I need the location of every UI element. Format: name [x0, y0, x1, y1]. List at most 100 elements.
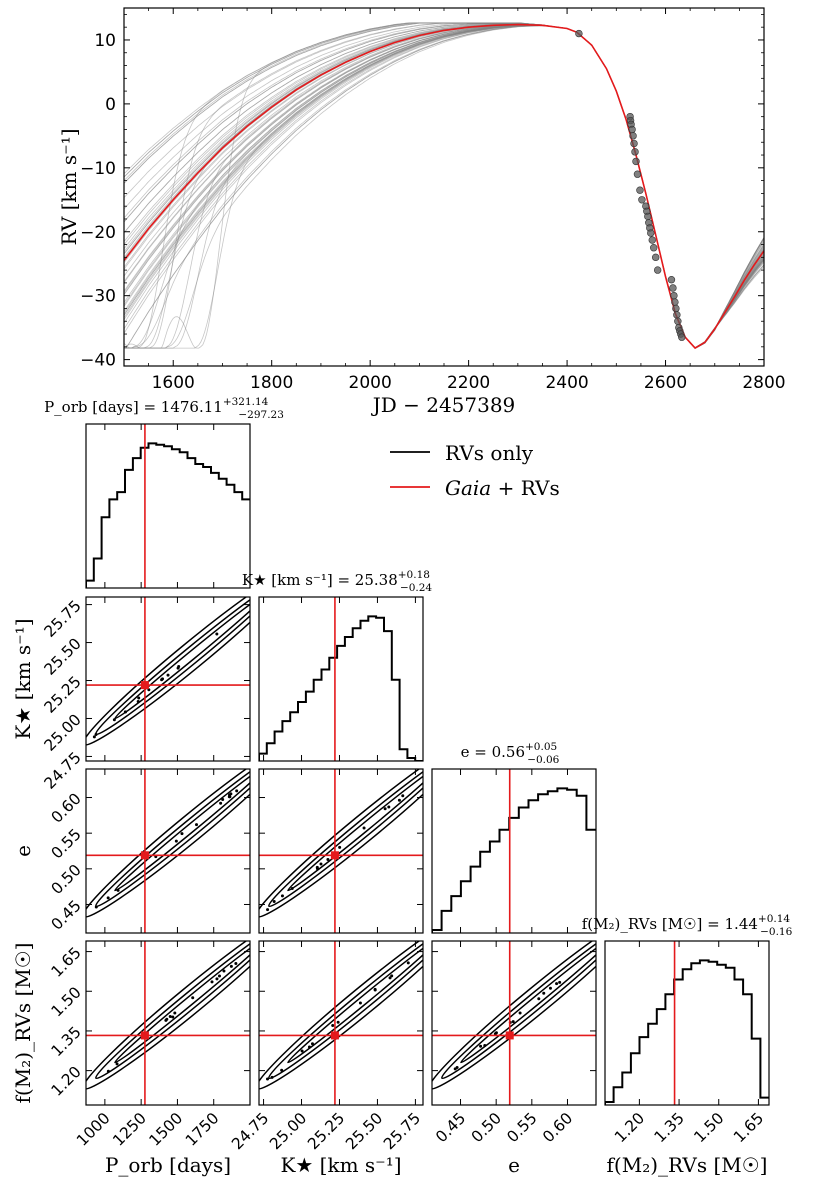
posterior-sample-dot — [266, 908, 270, 912]
posterior-sample-dot — [177, 665, 181, 669]
title-plus: +0.14 — [758, 913, 790, 925]
y-tick-label: 0.45 — [48, 897, 85, 934]
posterior-sample-dot — [112, 718, 116, 722]
rv-data-point — [630, 139, 638, 148]
corner-panel-K_star-vs-K_star: K★ [km s⁻¹] = 25.38+0.18 −0.24 — [242, 569, 433, 762]
rv-x-tick-label: 2600 — [644, 373, 687, 393]
x-tick-label: 24.75 — [228, 1109, 272, 1153]
corner-panel-e-vs-e: e = 0.56+0.05 −0.06 — [431, 741, 597, 934]
rv-y-tick-label: 0 — [105, 95, 116, 115]
posterior-sample-dot — [191, 996, 195, 1000]
posterior-contour — [441, 941, 596, 1080]
rv-data-point — [672, 304, 680, 313]
y-tick-label: 1.65 — [48, 944, 85, 981]
posterior-sample-dot — [362, 826, 366, 830]
x-tick-label: 1.35 — [651, 1109, 688, 1146]
posterior-sample-dot — [171, 1015, 175, 1019]
posterior-sample-dot — [331, 1023, 335, 1027]
x-tick-label: 25.75 — [380, 1109, 424, 1153]
gaia-value-marker — [140, 851, 149, 860]
corner-y-axis-label-K_star: K★ [km s⁻¹] — [11, 618, 35, 739]
rv-data-point — [636, 186, 644, 194]
posterior-sample-dot — [106, 1069, 110, 1073]
rv-y-tick-label: −30 — [80, 287, 116, 307]
posterior-sample-dot — [217, 974, 221, 978]
corner-plot: P_orb [days] = 1476.11+321.14 −297.23 24.7… — [11, 396, 793, 1177]
corner-panel-frame — [85, 423, 251, 589]
posterior-sample-dot — [336, 1020, 340, 1024]
histogram-title-f(M2)_RVs: f(M₂)_RVs [M☉] = 1.44+0.14 −0.16 — [582, 913, 793, 938]
gaia-value-marker — [140, 681, 149, 690]
y-tick-label: 25.00 — [41, 711, 85, 755]
posterior-contour — [86, 941, 250, 1090]
gaia-value-marker — [140, 1031, 149, 1040]
title-plus: +0.05 — [525, 741, 557, 753]
histogram-f(M2)_RVs — [605, 959, 769, 1105]
rv-data-point — [648, 236, 656, 244]
posterior-sample-dot — [173, 1011, 177, 1015]
corner-panel-content — [86, 769, 250, 933]
rv-x-tick-label: 2800 — [742, 373, 785, 393]
posterior-sample-dot — [401, 794, 405, 798]
x-tick-label: 0.45 — [432, 1109, 469, 1146]
histogram-title-K_star: K★ [km s⁻¹] = 25.38+0.18 −0.24 — [242, 569, 433, 594]
y-tick-label: 25.25 — [41, 673, 85, 717]
posterior-sample-dot — [137, 696, 141, 700]
corner-panel-content — [259, 769, 423, 933]
corner-panel-content — [86, 597, 250, 761]
corner-x-axis-label-f(M2)_RVs: f(M₂)_RVs [M☉] — [607, 1153, 768, 1177]
rv-data-point — [678, 333, 686, 341]
rv-data-point — [644, 212, 652, 221]
rv-data-point — [628, 125, 636, 134]
rv-y-tick-label: −10 — [80, 159, 116, 179]
posterior-sample-dot — [219, 801, 223, 805]
posterior-sample-dot — [280, 894, 284, 898]
title-plus: +0.18 — [398, 569, 430, 581]
posterior-sample-dot — [235, 789, 239, 793]
posterior-sample-dot — [542, 991, 546, 995]
title-label: f(M₂)_RVs [M☉] = 1.44 — [582, 915, 758, 933]
rv-data-point — [633, 170, 642, 178]
posterior-contour — [268, 941, 423, 1080]
y-tick-label: 24.75 — [41, 749, 85, 793]
posterior-sample-dot — [161, 677, 165, 681]
posterior-sample-dot — [123, 710, 127, 714]
gaia-value-marker — [505, 1031, 514, 1040]
posterior-contour — [287, 769, 423, 892]
corner-panel-content — [432, 941, 596, 1105]
posterior-sample-dot — [307, 1045, 311, 1049]
rv-y-tick-label: −40 — [80, 351, 116, 371]
posterior-sample-dot — [270, 1075, 274, 1079]
rv-data-point — [667, 275, 676, 284]
corner-panel-f(M2)_RVs-vs-e: 0.450.500.550.60 — [431, 940, 597, 1146]
rv-data-point — [651, 253, 660, 262]
posterior-contour — [259, 941, 423, 1090]
posterior-sample-dot — [221, 798, 225, 802]
corner-panel-content — [432, 769, 596, 933]
title-minus: −0.06 — [527, 754, 559, 766]
rv-x-ticks: 1600 1800 2000 2200 2400 2600 2800 — [123, 8, 786, 393]
corner-panel-content — [86, 424, 250, 588]
rv-x-tick-label: 2200 — [447, 373, 490, 393]
rv-data-point — [575, 29, 583, 38]
posterior-contour — [95, 941, 250, 1080]
posterior-sample-dot — [315, 865, 319, 869]
legend-label-gaia-rest: + RVs — [491, 476, 560, 500]
posterior-sample-dot — [548, 986, 552, 990]
posterior-sample-curve — [124, 25, 764, 349]
rv-data-point — [671, 298, 679, 306]
x-tick-label: 1.50 — [690, 1109, 727, 1146]
legend: RVs only Gaia + RVs — [390, 441, 560, 500]
posterior-sample-dot — [180, 832, 184, 836]
posterior-sample-dot — [166, 673, 170, 677]
y-tick-label: 1.20 — [48, 1063, 85, 1100]
posterior-sample-dot — [511, 1020, 515, 1024]
corner-panel-frame — [85, 596, 251, 762]
posterior-sample-dot — [326, 858, 330, 862]
posterior-sample-dot — [168, 1014, 172, 1018]
posterior-sample-dot — [555, 982, 559, 986]
posterior-sample-dot — [174, 839, 178, 843]
y-tick-label: 25.50 — [41, 635, 85, 679]
corner-x-axis-label-e: e — [508, 1153, 520, 1177]
